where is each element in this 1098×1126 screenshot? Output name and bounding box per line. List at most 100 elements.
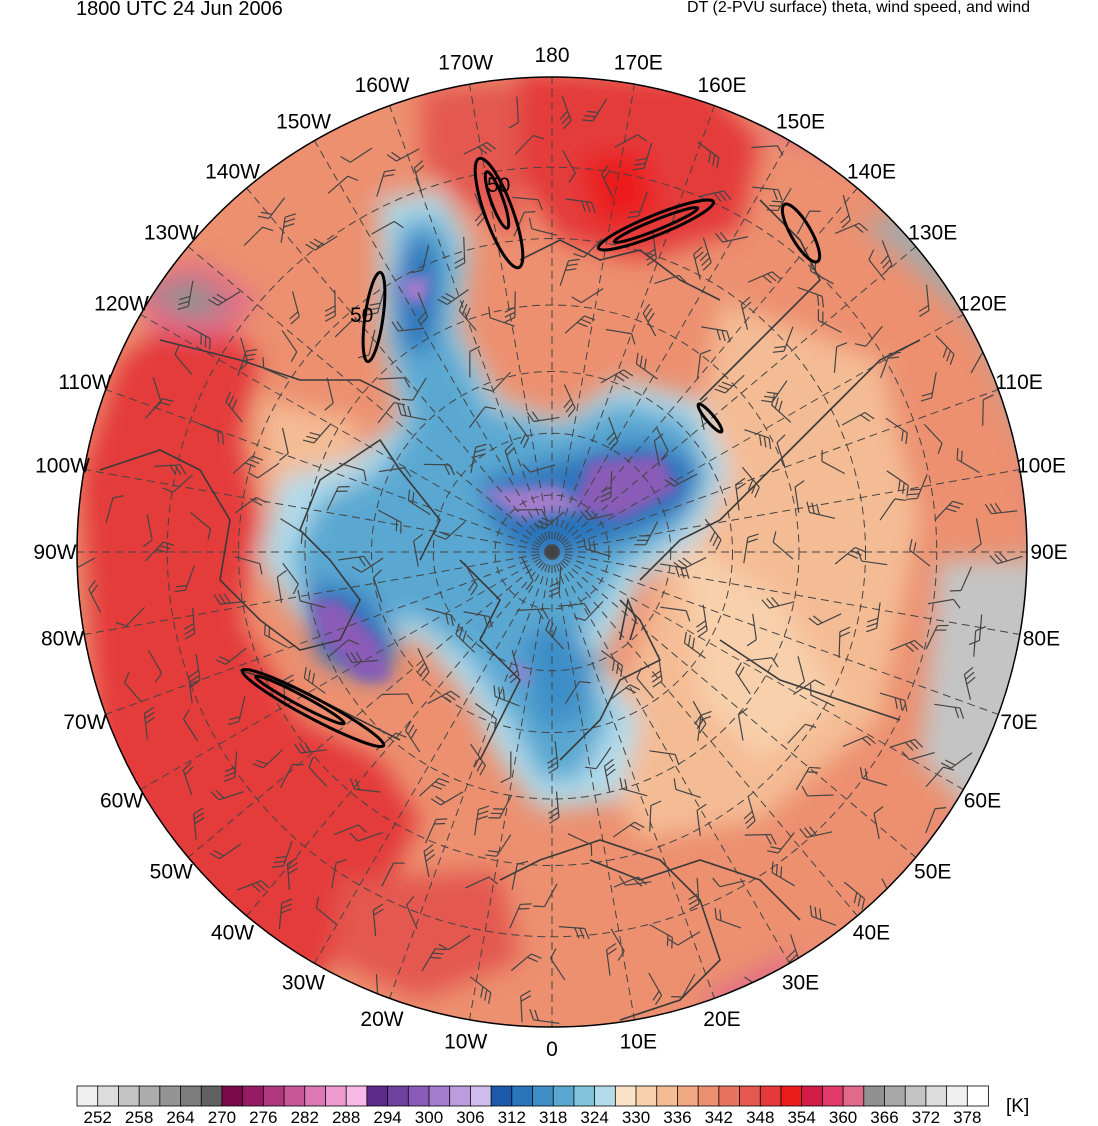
- wind-barb: [880, 240, 893, 274]
- meridian-line: [551, 551, 999, 715]
- wind-barb: [810, 683, 835, 707]
- colorbar-swatch: [387, 1085, 410, 1107]
- longitude-label: 90W: [33, 541, 76, 564]
- wind-barb: [386, 148, 420, 162]
- wind-barb: [571, 287, 604, 304]
- wind-barb: [437, 289, 469, 306]
- wind-barb: [940, 752, 973, 769]
- wind-barb: [427, 690, 461, 705]
- wind-barb: [257, 197, 286, 219]
- meridian-line: [551, 389, 999, 553]
- colorbar-swatch: [407, 1085, 430, 1107]
- wind-barb: [752, 186, 783, 201]
- wind-barb: [377, 401, 406, 424]
- wind-barb: [879, 692, 908, 712]
- colorbar-swatch: [739, 1085, 762, 1107]
- colorbar-tick-label: 294: [373, 1108, 401, 1126]
- longitude-label: 10E: [620, 1030, 657, 1053]
- wind-barb: [182, 709, 199, 742]
- longitude-label: 50E: [914, 860, 951, 883]
- wind-barb: [455, 623, 475, 653]
- wind-barb: [500, 751, 512, 784]
- wind-barb: [636, 667, 654, 699]
- meridian-line: [105, 389, 553, 553]
- longitude-label: 60E: [964, 790, 1001, 813]
- colorbar-tick-label: 372: [912, 1108, 940, 1126]
- wind-barb: [886, 470, 909, 497]
- wind-barb: [603, 758, 616, 792]
- wind-barb: [925, 807, 947, 834]
- longitude-label: 160W: [355, 74, 410, 97]
- meridian-line: [246, 187, 553, 553]
- wind-barb: [468, 406, 497, 428]
- wind-barb: [574, 600, 604, 621]
- colorbar-unit: [K]: [1006, 1096, 1029, 1117]
- wind-barb: [776, 434, 786, 468]
- wind-barb: [744, 429, 772, 450]
- wind-barb: [971, 518, 982, 552]
- wind-barb: [735, 477, 746, 511]
- wind-barb: [252, 749, 283, 769]
- wind-barb: [735, 662, 751, 695]
- wind-barb: [511, 860, 529, 890]
- meridian-line: [551, 469, 1020, 553]
- wind-barb: [564, 315, 596, 334]
- wind-barb: [485, 834, 512, 857]
- wind-barb: [376, 169, 396, 197]
- longitude-label: 50W: [150, 860, 193, 883]
- latitude-circle: [494, 494, 610, 610]
- colorbar-swatch: [159, 1085, 182, 1107]
- wind-barb: [925, 624, 949, 650]
- wind-barb: [463, 141, 497, 155]
- meridian-line: [551, 551, 858, 917]
- colorbar-swatch: [925, 1085, 948, 1107]
- colorbar-swatch: [780, 1085, 803, 1107]
- wind-barb: [504, 442, 516, 476]
- longitude-label: 130W: [144, 222, 199, 245]
- meridian-line: [551, 105, 715, 553]
- wind-barb: [692, 700, 707, 734]
- meridian-line: [469, 84, 553, 553]
- wind-barb: [925, 766, 955, 788]
- product-title: DT (2-PVU surface) theta, wind speed, an…: [687, 0, 1030, 16]
- wind-barb: [701, 326, 731, 342]
- wind-barb: [868, 249, 886, 281]
- wind-barb: [469, 345, 481, 378]
- latitude-circle: [166, 166, 938, 938]
- colorbar-swatch: [677, 1085, 700, 1107]
- wind-barb: [174, 344, 193, 375]
- wind-barb: [923, 423, 943, 454]
- wind-barb: [873, 806, 884, 840]
- wind-barb: [833, 342, 848, 373]
- wind-barb: [648, 972, 663, 1006]
- meridian-line: [84, 469, 553, 553]
- wind-barb: [559, 258, 580, 286]
- longitude-label: 150E: [776, 111, 825, 134]
- wind-barb: [656, 427, 669, 461]
- wind-barb: [606, 943, 617, 976]
- colorbar-swatch: [656, 1085, 679, 1107]
- wind-barb: [345, 651, 378, 664]
- meridian-line: [551, 551, 790, 964]
- wind-barb: [514, 134, 544, 155]
- wind-barb: [772, 531, 794, 560]
- longitude-label: 20W: [360, 1008, 403, 1031]
- wind-barb: [334, 318, 365, 338]
- wind-barb: [714, 374, 745, 394]
- wind-barb: [198, 422, 224, 445]
- wind-barb: [425, 608, 454, 627]
- wind-barb: [350, 778, 381, 793]
- theta-field: [77, 77, 1027, 1027]
- wind-barb: [612, 821, 645, 838]
- wind-barb: [795, 656, 806, 690]
- wind-barb: [481, 371, 511, 392]
- meridian-line: [187, 246, 553, 553]
- wind-barb: [272, 841, 293, 868]
- wind-barb: [470, 443, 487, 473]
- longitude-label: 20E: [703, 1008, 740, 1031]
- wind-barb: [547, 741, 559, 774]
- wind-barb: [124, 672, 143, 703]
- wind-barb: [276, 570, 287, 603]
- colorbar-tick-label: 282: [291, 1108, 319, 1126]
- wind-barb: [488, 794, 513, 819]
